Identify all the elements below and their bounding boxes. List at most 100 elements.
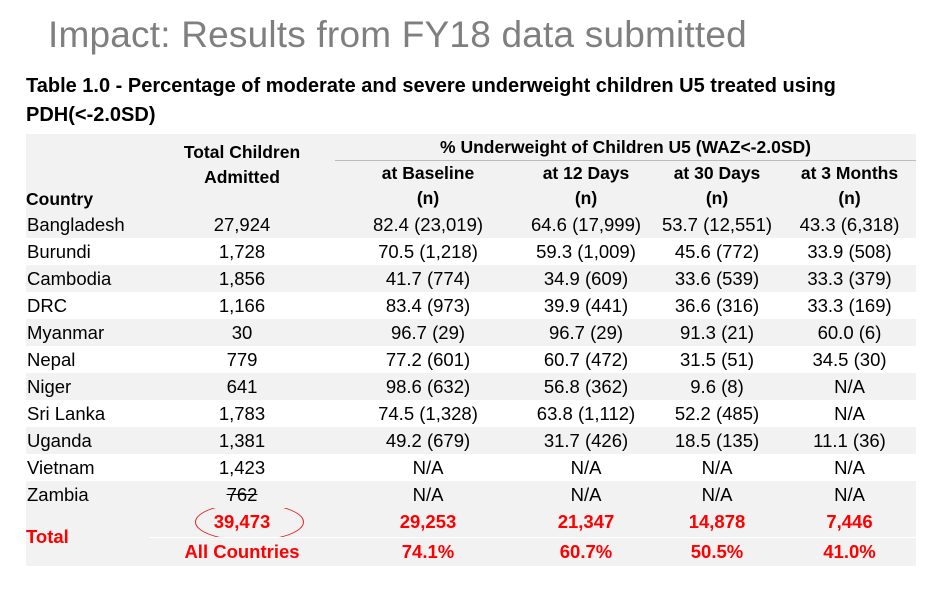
country-cell: Niger [27, 375, 72, 397]
header-30-days-label: at 30 Days [673, 163, 761, 183]
table-row: Uganda 1,381 49.2 (679) 31.7 (426) 18.5 (135… [26, 427, 916, 454]
value-cell-admitted: 1,166 [218, 294, 266, 316]
value-cell-m3: N/A [834, 402, 865, 424]
table-row: Nepal 779 77.2 (601) 60.7 (472) 31.5 (51) 34.… [26, 346, 916, 373]
value-cell-m3: 11.1 (36) [813, 429, 886, 451]
value-cell-baseline: N/A [412, 456, 444, 478]
header-country: Country [26, 189, 94, 209]
value-cell-m3: N/A [834, 456, 865, 478]
value-cell-d30: 53.7 (12,551) [661, 213, 773, 235]
header-total-line1: Total Children [183, 142, 301, 162]
all-countries-3-months: 41.0% [823, 540, 876, 562]
header-total-line2: Admitted [204, 167, 280, 187]
total-admitted-cell: 39,473 [149, 508, 335, 538]
value-cell-d30: N/A [701, 456, 733, 478]
value-cell-m3: N/A [834, 375, 865, 397]
table-row: Bangladesh 27,924 82.4 (23,019) 64.6 (17,99… [26, 211, 916, 238]
table-row: Vietnam 1,423 N/A N/A N/A N/A [26, 454, 916, 481]
header-3-months: at 3 Months (n) [783, 161, 916, 212]
header-12-days: at 12 Days (n) [521, 161, 651, 212]
value-cell-admitted: 779 [226, 348, 258, 370]
country-cell: Myanmar [27, 321, 105, 343]
value-cell-admitted: 1,728 [218, 240, 266, 262]
value-cell-d12: 59.3 (1,009) [536, 240, 636, 262]
total-label: Total [26, 508, 149, 567]
country-cell: DRC [27, 294, 68, 316]
table-row: Sri Lanka 1,783 74.5 (1,328) 63.8 (1,112) 52… [26, 400, 916, 427]
value-cell-d30: 18.5 (135) [674, 429, 760, 451]
all-countries-12-days: 60.7% [559, 540, 613, 562]
country-cell: Bangladesh [27, 213, 125, 235]
value-cell-m3: 60.0 (6) [817, 321, 882, 343]
value-cell-admitted: 641 [226, 375, 258, 397]
value-cell-m3: 34.5 (30) [812, 348, 887, 370]
total-12-days: 21,347 [521, 508, 651, 538]
value-cell-d12: 64.6 (17,999) [530, 213, 642, 235]
value-cell-m3: 33.9 (508) [807, 240, 892, 262]
value-cell-d30: 52.2 (485) [674, 402, 760, 424]
value-cell-d30: N/A [701, 483, 733, 505]
value-cell-baseline: 83.4 (973) [385, 294, 471, 316]
header-30-days-n: (n) [705, 188, 729, 208]
all-countries-baseline: 74.1% [401, 540, 455, 562]
country-cell: Vietnam [27, 456, 95, 478]
country-cell: Sri Lanka [27, 402, 106, 424]
all-countries-30-days: 50.5% [690, 540, 744, 562]
table-row: Myanmar 30 96.7 (29) 96.7 (29) 91.3 (21) 60.0… [26, 319, 916, 346]
table-caption: Table 1.0 - Percentage of moderate and s… [26, 75, 836, 126]
value-cell-baseline: 74.5 (1,328) [378, 402, 478, 424]
value-cell-d30: 36.6 (316) [674, 294, 760, 316]
country-cell: Zambia [27, 483, 89, 505]
value-cell-d12: 56.8 (362) [543, 375, 629, 397]
value-cell-admitted: 1,423 [218, 456, 266, 478]
all-countries-row: All Countries 74.1% 60.7% 50.5% 41.0% [26, 537, 916, 566]
value-cell-admitted: 762 [226, 483, 258, 505]
value-cell-d12: N/A [570, 483, 602, 505]
header-12-days-label: at 12 Days [542, 163, 630, 183]
header-total-admitted: Total Children Admitted [149, 134, 335, 211]
value-cell-admitted: 30 [231, 321, 253, 343]
header-underweight-group: % Underweight of Children U5 (WAZ<-2.0SD… [335, 134, 916, 161]
value-cell-baseline: 96.7 (29) [390, 321, 466, 343]
table-row: Burundi 1,728 70.5 (1,218) 59.3 (1,009) 45.6… [26, 238, 916, 265]
value-cell-admitted: 1,783 [218, 402, 266, 424]
value-cell-admitted: 27,924 [213, 213, 271, 235]
header-baseline: at Baseline (n) [335, 161, 521, 212]
value-cell-d12: 63.8 (1,112) [536, 402, 636, 424]
value-cell-d30: 9.6 (8) [690, 375, 744, 397]
total-row: Total 39,473 29,253 21,347 14,878 7,446 [26, 508, 916, 567]
value-cell-m3: 43.3 (6,318) [799, 213, 900, 235]
value-cell-baseline: 41.7 (774) [385, 267, 471, 289]
value-cell-d30: 31.5 (51) [679, 348, 755, 370]
value-cell-admitted: 1,381 [218, 429, 266, 451]
value-cell-admitted: 1,856 [218, 267, 266, 289]
value-cell-baseline: 70.5 (1,218) [378, 240, 478, 262]
value-cell-d30: 33.6 (539) [674, 267, 760, 289]
header-12-days-n: (n) [574, 188, 598, 208]
table-row: Zambia 762 N/A N/A N/A N/A [26, 481, 916, 508]
table-row: Niger 641 98.6 (632) 56.8 (362) 9.6 (8) N/A [26, 373, 916, 400]
value-cell-m3: 33.3 (379) [807, 267, 892, 289]
value-cell-m3: 33.3 (169) [807, 294, 892, 316]
value-cell-baseline: N/A [412, 483, 444, 505]
value-cell-d12: N/A [570, 456, 602, 478]
table-row: Cambodia 1,856 41.7 (774) 34.9 (609) 33.6 (5… [26, 265, 916, 292]
total-admitted-value: 39,473 [213, 511, 271, 533]
results-table: Country Total Children Admitted % Underw… [26, 134, 916, 567]
all-countries-label: All Countries [184, 540, 300, 562]
value-cell-baseline: 82.4 (23,019) [372, 213, 484, 235]
value-cell-d12: 60.7 (472) [543, 348, 629, 370]
value-cell-d30: 45.6 (772) [674, 240, 760, 262]
header-3-months-n: (n) [838, 188, 861, 208]
value-cell-baseline: 77.2 (601) [385, 348, 471, 370]
circled-total: 39,473 [194, 508, 304, 536]
country-cell: Cambodia [27, 267, 112, 289]
value-cell-baseline: 49.2 (679) [385, 429, 471, 451]
total-baseline: 29,253 [335, 508, 521, 538]
value-cell-baseline: 98.6 (632) [385, 375, 471, 397]
value-cell-d12: 31.7 (426) [543, 429, 629, 451]
value-cell-d12: 96.7 (29) [548, 321, 624, 343]
value-cell-d12: 39.9 (441) [543, 294, 629, 316]
header-3-months-label: at 3 Months [800, 163, 899, 183]
total-30-days: 14,878 [651, 508, 783, 538]
